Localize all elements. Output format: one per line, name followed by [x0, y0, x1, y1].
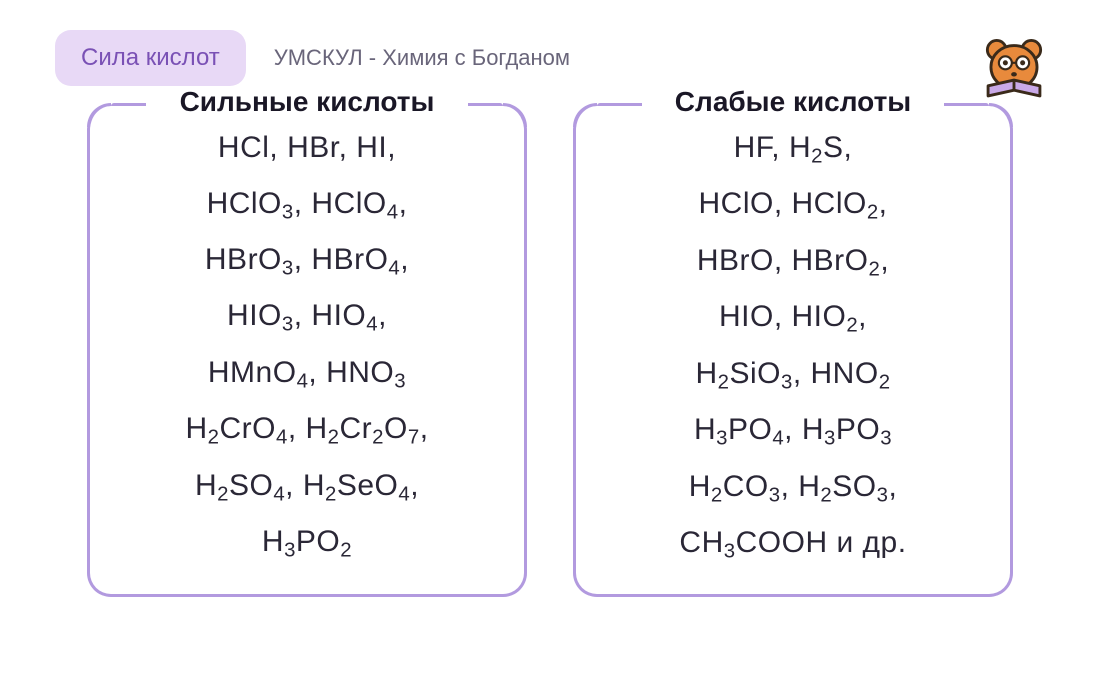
formula-line: HCl, HBr, HI, [100, 120, 514, 176]
header: Сила кислот УМСКУЛ - Химия с Богданом [55, 30, 1045, 86]
formula-line: H2CrO4, H2Cr2O7, [100, 401, 514, 457]
formula-line: H3PO4, H3PO3 [586, 402, 1000, 458]
formula-line: HBrO3, HBrO4, [100, 232, 514, 288]
formula-line: H2CO3, H2SO3, [586, 459, 1000, 515]
panel-strong-acids: Сильные кислотыHCl, HBr, HI,HClO3, HClO4… [87, 106, 527, 597]
panel-title: Слабые кислоты [661, 86, 925, 118]
formula-line: H2SiO3, HNO2 [586, 346, 1000, 402]
formula-line: CH3COOH и др. [586, 515, 1000, 571]
formula-line: HClO, HClO2, [586, 176, 1000, 232]
formula-line: H2SO4, H2SeO4, [100, 458, 514, 514]
formula-line: HMnO4, HNO3 [100, 345, 514, 401]
formula-line: HIO3, HIO4, [100, 288, 514, 344]
formula-line: H3PO2 [100, 514, 514, 570]
columns: Сильные кислотыHCl, HBr, HI,HClO3, HClO4… [55, 106, 1045, 597]
subtitle: УМСКУЛ - Химия с Богданом [274, 45, 570, 71]
formula-line: HClO3, HClO4, [100, 176, 514, 232]
formula-line: HIO, HIO2, [586, 289, 1000, 345]
bear-book-icon [978, 34, 1050, 106]
title-pill: Сила кислот [55, 30, 246, 86]
formula-line: HBrO, HBrO2, [586, 233, 1000, 289]
formula-line: HF, H2S, [586, 120, 1000, 176]
panel-title: Сильные кислоты [166, 86, 449, 118]
panel-weak-acids: Слабые кислотыHF, H2S,HClO, HClO2,HBrO, … [573, 106, 1013, 597]
